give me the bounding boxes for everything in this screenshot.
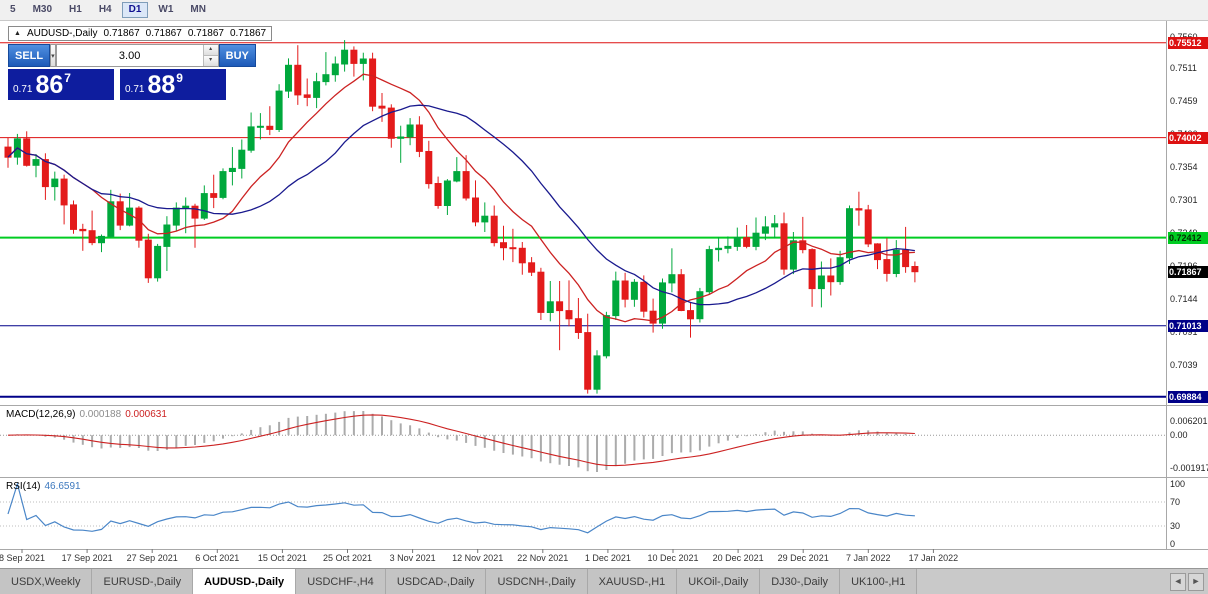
date-axis-label: 12 Nov 2021 — [452, 553, 504, 563]
volume-dropdown-button[interactable]: ▾ — [50, 44, 56, 67]
macd-axis-zero-label: 0.00 — [1170, 430, 1188, 441]
timeframe-button-h4[interactable]: H4 — [92, 2, 119, 18]
price-axis-label: 0.7301 — [1170, 194, 1198, 205]
chart-tab-audusd-daily[interactable]: AUDUSD-,Daily — [193, 569, 297, 594]
ask-price-big-digits: 88 — [147, 71, 176, 99]
rsi-indicator-label: RSI(14) 46.6591 — [6, 481, 81, 492]
tabs-scroll-right-button[interactable]: ► — [1188, 572, 1204, 591]
timeframe-button-5[interactable]: 5 — [3, 2, 23, 18]
chart-tab-usdx-weekly[interactable]: USDX,Weekly — [0, 569, 93, 594]
rsi-axis-label: 70 — [1170, 497, 1181, 507]
macd-indicator-label: MACD(12,26,9) 0.000188 0.000631 — [6, 409, 167, 420]
bid-price-prefix: 0.71 — [13, 84, 33, 95]
ohlc-open: 0.71867 — [103, 28, 140, 39]
chart-tab-xauusd-h1[interactable]: XAUUSD-,H1 — [587, 569, 678, 594]
volume-input[interactable] — [56, 45, 203, 66]
date-axis-label: 29 Dec 2021 — [777, 553, 829, 563]
date-axis-label: 3 Nov 2021 — [389, 553, 436, 563]
sell-button[interactable]: SELL — [8, 44, 51, 67]
date-axis-label: 10 Dec 2021 — [647, 553, 699, 563]
date-ticks — [21, 549, 934, 553]
ma-fast-line — [7, 73, 915, 323]
rsi-value: 46.6591 — [44, 481, 81, 492]
macd-signal-line — [7, 414, 915, 467]
price-level-tag: 0.75512 — [1168, 36, 1208, 49]
macd-value-main: 0.000188 — [79, 409, 122, 420]
ohlc-close: 0.71867 — [229, 28, 267, 39]
price-axis-label: 0.7091 — [1170, 326, 1198, 337]
chart-symbol-label: AUDUSD-,Daily — [26, 28, 98, 39]
tabs-scroll-left-button[interactable]: ◄ — [1170, 572, 1186, 591]
timeframe-toolbar: 5 M30 H1 H4 D1 W1 MN — [0, 0, 1208, 21]
ohlc-high: 0.71867 — [145, 28, 182, 39]
chart-tab-usdcad-daily[interactable]: USDCAD-,Daily — [385, 569, 487, 594]
buy-button[interactable]: BUY — [218, 44, 256, 67]
bid-price-big-digits: 86 — [35, 71, 64, 99]
date-axis-label: 6 Oct 2021 — [195, 553, 240, 563]
volume-down-button[interactable]: ▾ — [203, 55, 218, 66]
ask-price-button[interactable]: 0.71 88 9 — [120, 69, 226, 100]
timeframe-button-m30[interactable]: M30 — [26, 2, 59, 18]
macd-name: MACD(12,26,9) — [6, 409, 76, 420]
macd-histogram — [0, 411, 1166, 472]
volume-spinner: ▴ ▾ — [202, 45, 218, 66]
price-level-tag: 0.72412 — [1168, 231, 1208, 244]
price-axis-label: 0.7459 — [1170, 95, 1198, 106]
rsi-axis-label: 30 — [1170, 521, 1181, 531]
timeframe-button-h1[interactable]: H1 — [62, 2, 89, 18]
chart-tab-dj30-daily[interactable]: DJ30-,Daily — [760, 569, 841, 594]
timeframe-button-d1[interactable]: D1 — [121, 2, 149, 18]
price-axis-label: 0.7354 — [1170, 161, 1198, 172]
chart-tab-usdcnh-daily[interactable]: USDCNH-,Daily — [486, 569, 588, 594]
volume-field: ▴ ▾ — [55, 44, 219, 67]
price-level-tag: 0.71867 — [1168, 265, 1208, 278]
volume-up-button[interactable]: ▴ — [203, 45, 218, 55]
price-level-tag: 0.74002 — [1168, 131, 1208, 144]
ask-price-pip-digit: 9 — [176, 71, 183, 85]
date-axis-label: 25 Oct 2021 — [322, 553, 373, 563]
panel-frame — [0, 20, 1208, 550]
rsi-name: RSI(14) — [6, 481, 41, 492]
ohlc-low: 0.71867 — [187, 28, 224, 39]
date-axis-label: 17 Jan 2022 — [908, 553, 959, 563]
chart-tabs-bar: USDX,Weekly EURUSD-,Daily AUDUSD-,Daily USD… — [0, 568, 1208, 594]
chart-tab-eurusd-daily[interactable]: EURUSD-,Daily — [92, 569, 194, 594]
ma-slow-line — [7, 104, 915, 306]
chart-tab-usdchf-h4[interactable]: USDCHF-,H4 — [296, 569, 386, 594]
timeframe-button-mn[interactable]: MN — [183, 2, 213, 18]
price-level-tag: 0.69884 — [1168, 390, 1208, 403]
price-axis-label: 0.7039 — [1170, 359, 1198, 370]
date-axis-label: 22 Nov 2021 — [517, 553, 569, 563]
level-lines — [0, 42, 1166, 398]
bid-price-pip-digit: 7 — [64, 71, 71, 85]
macd-axis-min-label: -0.001917 — [1170, 463, 1208, 473]
collapse-panel-icon[interactable]: ▲ — [14, 30, 21, 37]
date-axis-label: 17 Sep 2021 — [61, 553, 113, 563]
date-axis-label: 15 Oct 2021 — [257, 553, 307, 563]
price-axis-label: 0.7144 — [1170, 293, 1198, 304]
price-level-tag: 0.71013 — [1168, 319, 1208, 332]
tabs-scroll-arrows: ◄ ► — [1166, 569, 1208, 594]
chart-header: ▲ AUDUSD-,Daily 0.71867 0.71867 0.71867 … — [8, 26, 273, 41]
date-axis-label: 20 Dec 2021 — [712, 553, 764, 563]
rsi-axis-label: 0 — [1170, 539, 1176, 549]
chart-tab-ukoil-daily[interactable]: UKOil-,Daily — [677, 569, 761, 594]
chevron-down-icon: ▾ — [51, 52, 55, 60]
macd-value-signal: 0.000631 — [125, 409, 167, 420]
bid-price-button[interactable]: 0.71 86 7 — [8, 69, 114, 100]
price-axis-label: 0.7511 — [1170, 62, 1197, 73]
one-click-trading-panel: SELL ▾ ▴ ▾ BUY 0.71 86 7 0.71 88 9 — [8, 44, 256, 100]
timeframe-button-w1[interactable]: W1 — [151, 2, 180, 18]
rsi-line — [0, 481, 1166, 534]
ask-price-prefix: 0.71 — [125, 84, 145, 95]
date-axis-label: 8 Sep 2021 — [0, 553, 46, 563]
date-axis-label: 7 Jan 2022 — [846, 553, 891, 563]
date-axis-label: 27 Sep 2021 — [126, 553, 178, 563]
candlesticks — [4, 40, 919, 394]
date-axis-label: 1 Dec 2021 — [584, 553, 631, 563]
rsi-axis-label: 100 — [1170, 479, 1186, 489]
chart-tab-uk100-h1[interactable]: UK100-,H1 — [840, 569, 918, 594]
macd-axis-max-label: 0.006201 — [1170, 416, 1208, 426]
